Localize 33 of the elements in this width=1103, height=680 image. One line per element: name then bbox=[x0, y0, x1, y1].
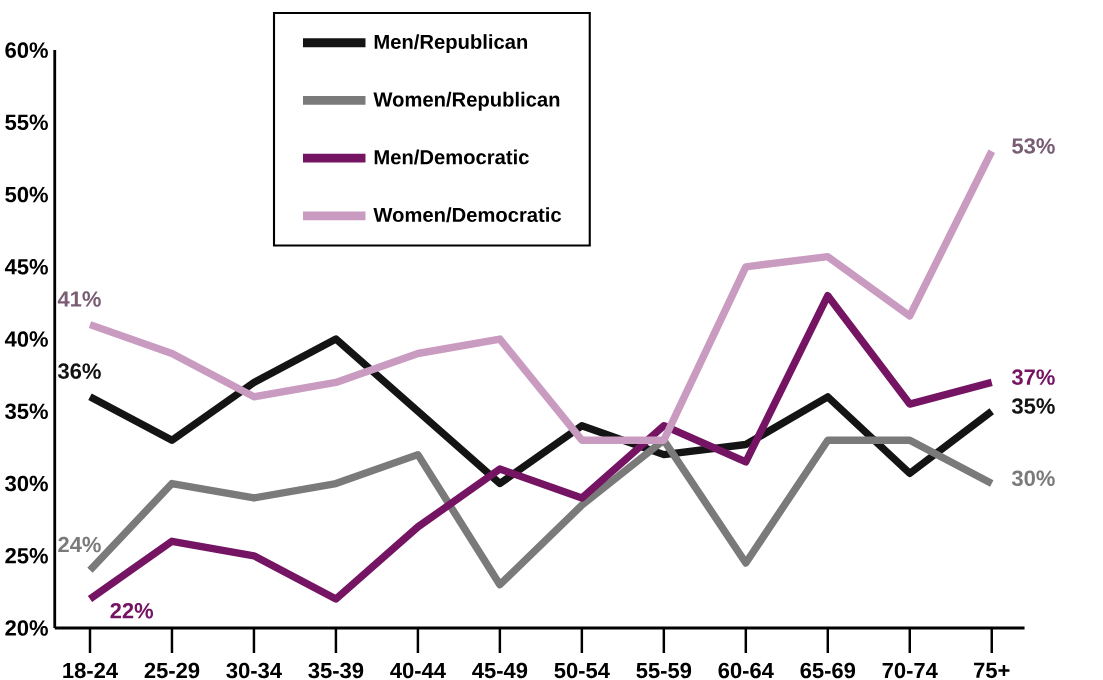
annotation: 35% bbox=[1011, 398, 1055, 414]
x-tick-label: 45-49 bbox=[472, 662, 528, 679]
legend-label: Women/Republican bbox=[373, 91, 560, 111]
x-tick-label: 75+ bbox=[974, 662, 1010, 679]
annotation: 37% bbox=[1011, 369, 1055, 385]
y-tick-label: 20% bbox=[5, 620, 48, 636]
y-tick-label: 35% bbox=[5, 403, 48, 420]
x-tick-label: 25-29 bbox=[144, 662, 200, 679]
x-tick-label: 55-59 bbox=[636, 662, 692, 679]
annotation: 22% bbox=[110, 602, 154, 619]
annotation: 24% bbox=[58, 536, 101, 553]
y-tick-label: 25% bbox=[5, 548, 48, 564]
x-tick-label: 18-24 bbox=[63, 662, 118, 679]
x-tick-label: 30-34 bbox=[226, 662, 282, 679]
y-tick-label: 55% bbox=[5, 114, 48, 131]
y-tick-label: 60% bbox=[5, 42, 48, 58]
x-tick-label: 70-74 bbox=[882, 662, 938, 679]
x-tick-label: 40-44 bbox=[390, 662, 446, 679]
y-tick-label: 50% bbox=[5, 186, 48, 203]
x-tick-label: 60-64 bbox=[718, 662, 774, 679]
y-tick-label: 30% bbox=[5, 475, 48, 492]
y-tick-label: 45% bbox=[4, 259, 48, 275]
annotation: 41% bbox=[57, 291, 101, 307]
legend-label: Women/Democratic bbox=[373, 207, 562, 223]
y-tick-label: 40% bbox=[4, 331, 48, 347]
legend-label: Men/Democratic bbox=[374, 149, 529, 165]
annotation: 30% bbox=[1011, 470, 1055, 487]
legend-label: Men/Republican bbox=[374, 34, 528, 53]
x-tick-label: 35-39 bbox=[308, 662, 364, 679]
annotation: 53% bbox=[1012, 138, 1055, 154]
x-tick-label: 50-54 bbox=[554, 662, 610, 679]
annotation: 36% bbox=[57, 363, 101, 379]
x-tick-label: 65-69 bbox=[800, 662, 856, 679]
